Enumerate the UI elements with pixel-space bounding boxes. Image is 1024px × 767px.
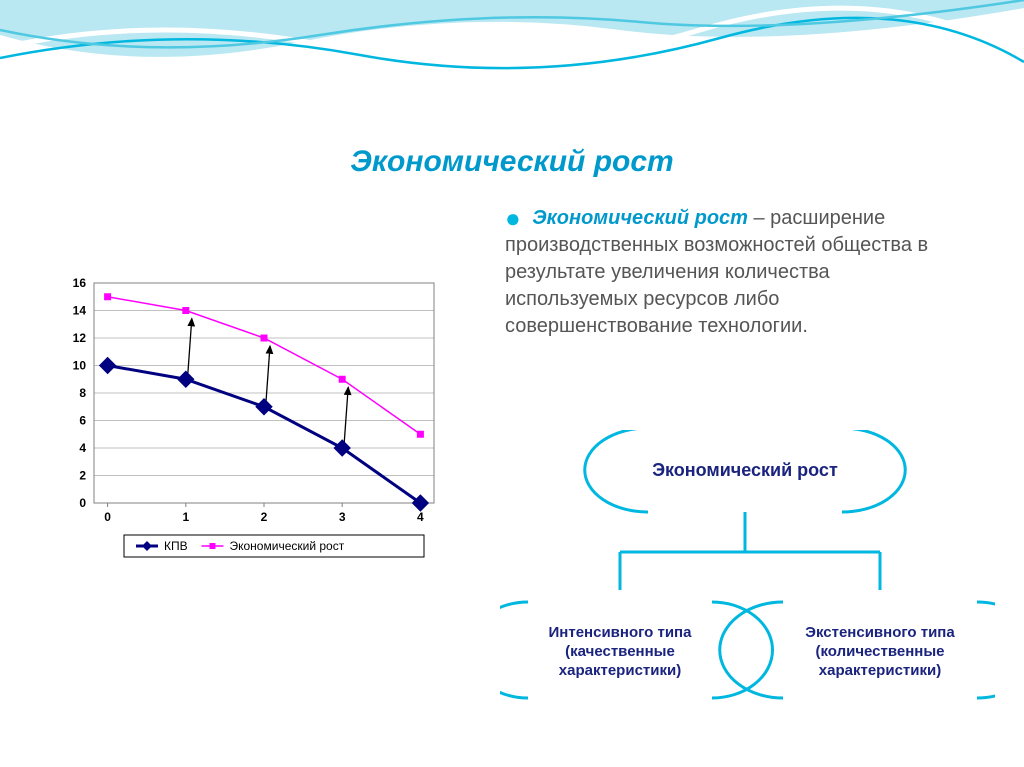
- definition-paragraph: ● Экономический рост – расширение произв…: [505, 205, 935, 340]
- svg-text:4: 4: [79, 441, 86, 455]
- svg-text:12: 12: [73, 331, 87, 345]
- svg-text:10: 10: [73, 359, 87, 373]
- svg-text:2: 2: [79, 469, 86, 483]
- definition-term: Экономический рост: [532, 207, 748, 229]
- diagram-child-0: Интенсивного типа(качественныехарактерис…: [510, 624, 730, 680]
- svg-text:3: 3: [339, 510, 346, 524]
- growth-types-diagram: Экономический рост Интенсивного типа(каче…: [500, 430, 995, 740]
- svg-text:8: 8: [79, 386, 86, 400]
- wave-decoration: [0, 0, 1024, 100]
- diagram-root: Экономический рост: [630, 460, 860, 481]
- svg-text:4: 4: [417, 510, 424, 524]
- svg-text:0: 0: [79, 496, 86, 510]
- svg-text:Экономический рост: Экономический рост: [230, 539, 345, 553]
- svg-text:16: 16: [73, 276, 87, 290]
- svg-text:6: 6: [79, 414, 86, 428]
- diagram-child-1: Экстенсивного типа(количественныехаракте…: [765, 624, 995, 680]
- bullet-icon: ●: [505, 205, 521, 231]
- ppf-chart: 024681012141601234КПВЭкономический рост: [49, 275, 444, 560]
- svg-text:1: 1: [182, 510, 189, 524]
- svg-text:2: 2: [261, 510, 268, 524]
- page-title: Экономический рост: [0, 145, 1024, 179]
- svg-text:КПВ: КПВ: [164, 539, 188, 553]
- svg-text:14: 14: [73, 304, 87, 318]
- svg-text:0: 0: [104, 510, 111, 524]
